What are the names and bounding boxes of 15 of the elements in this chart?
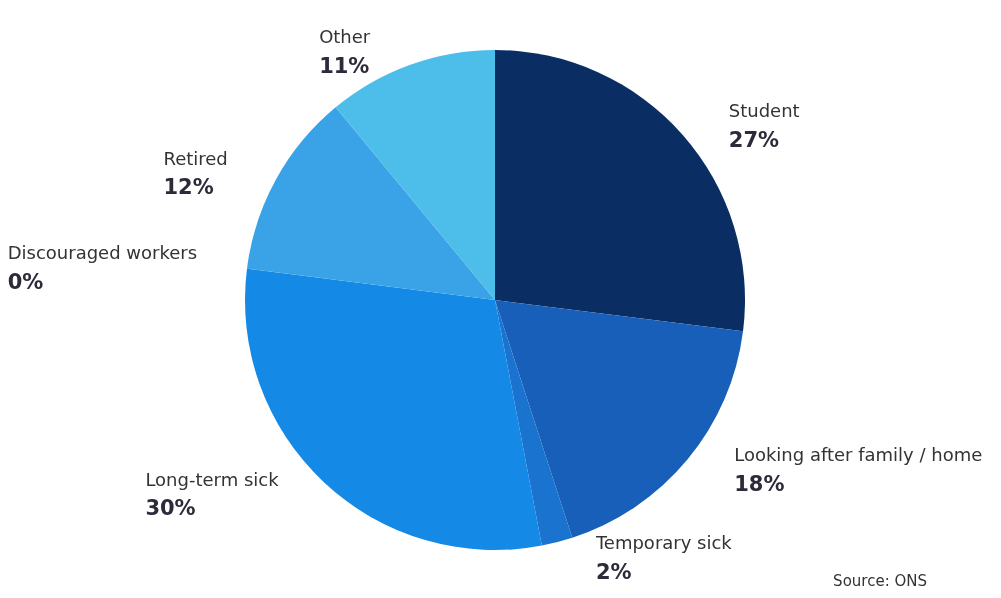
slice-label: Student: [728, 100, 800, 122]
data-label: 27%: [728, 127, 780, 152]
data-label: 11%: [319, 53, 370, 78]
data-label: 30%: [145, 496, 196, 521]
slice-label: Other: [319, 26, 371, 48]
slice-label: Temporary sick: [594, 532, 733, 554]
text: 0%: [7, 269, 44, 294]
data-label: 12%: [163, 175, 214, 200]
source-note: Source: ONS: [833, 571, 927, 590]
slice-label: Long-term sick: [145, 468, 280, 490]
category-label: Discouraged workers: [7, 242, 198, 264]
data-label: 18%: [734, 471, 785, 496]
data-label: 2%: [595, 559, 632, 584]
slice-label: Retired: [163, 147, 228, 169]
slice-label: Looking after family / home: [734, 444, 983, 466]
